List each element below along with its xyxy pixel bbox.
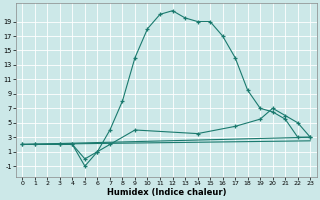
X-axis label: Humidex (Indice chaleur): Humidex (Indice chaleur) xyxy=(107,188,226,197)
